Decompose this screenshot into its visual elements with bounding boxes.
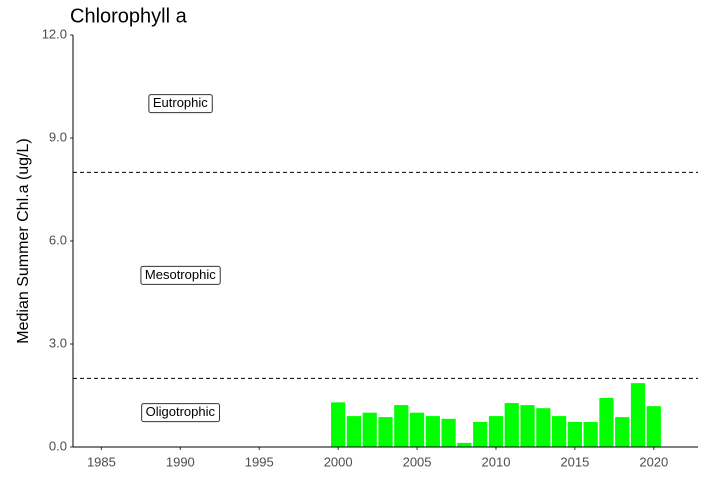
x-tick-label: 1985: [87, 454, 116, 469]
x-tick-label: 1995: [245, 454, 274, 469]
bar: [331, 402, 346, 447]
bar: [599, 397, 614, 447]
y-tick-label: 3.0: [49, 335, 67, 350]
bar: [409, 412, 425, 447]
y-tick-label: 0.0: [49, 438, 67, 453]
y-axis-title: Median Summer Chl.a (ug/L): [15, 138, 32, 343]
annotation-label: Eutrophic: [153, 95, 208, 110]
bar: [615, 417, 630, 447]
bar: [552, 416, 567, 447]
bar: [567, 421, 582, 447]
x-tick-label: 2020: [639, 454, 668, 469]
chart-title: Chlorophyll a: [70, 5, 188, 27]
bar: [583, 421, 598, 447]
bar: [425, 416, 440, 447]
bar: [346, 416, 362, 447]
bar: [646, 406, 661, 447]
bar: [362, 412, 377, 447]
bar: [473, 421, 488, 447]
bar: [394, 405, 409, 447]
bar: [504, 403, 519, 447]
x-tick-label: 2015: [560, 454, 589, 469]
y-tick-label: 6.0: [49, 232, 67, 247]
bar: [441, 418, 456, 447]
bar: [378, 417, 393, 447]
x-tick-label: 1990: [166, 454, 195, 469]
annotation-box: [148, 94, 213, 114]
bar: [520, 405, 535, 447]
x-tick-label: 2005: [403, 454, 432, 469]
annotation-box: [140, 265, 221, 285]
bar: [630, 383, 646, 447]
y-tick-label: 9.0: [49, 129, 67, 144]
x-tick-label: 2000: [324, 454, 353, 469]
annotation-label: Oligotrophic: [146, 404, 216, 419]
annotation-box: [141, 403, 221, 423]
y-tick-label: 12.0: [42, 26, 67, 41]
annotation-label: Mesotrophic: [145, 267, 216, 282]
x-tick-label: 2010: [482, 454, 511, 469]
bar: [488, 416, 504, 447]
bar: [457, 442, 472, 447]
bar: [536, 408, 551, 447]
